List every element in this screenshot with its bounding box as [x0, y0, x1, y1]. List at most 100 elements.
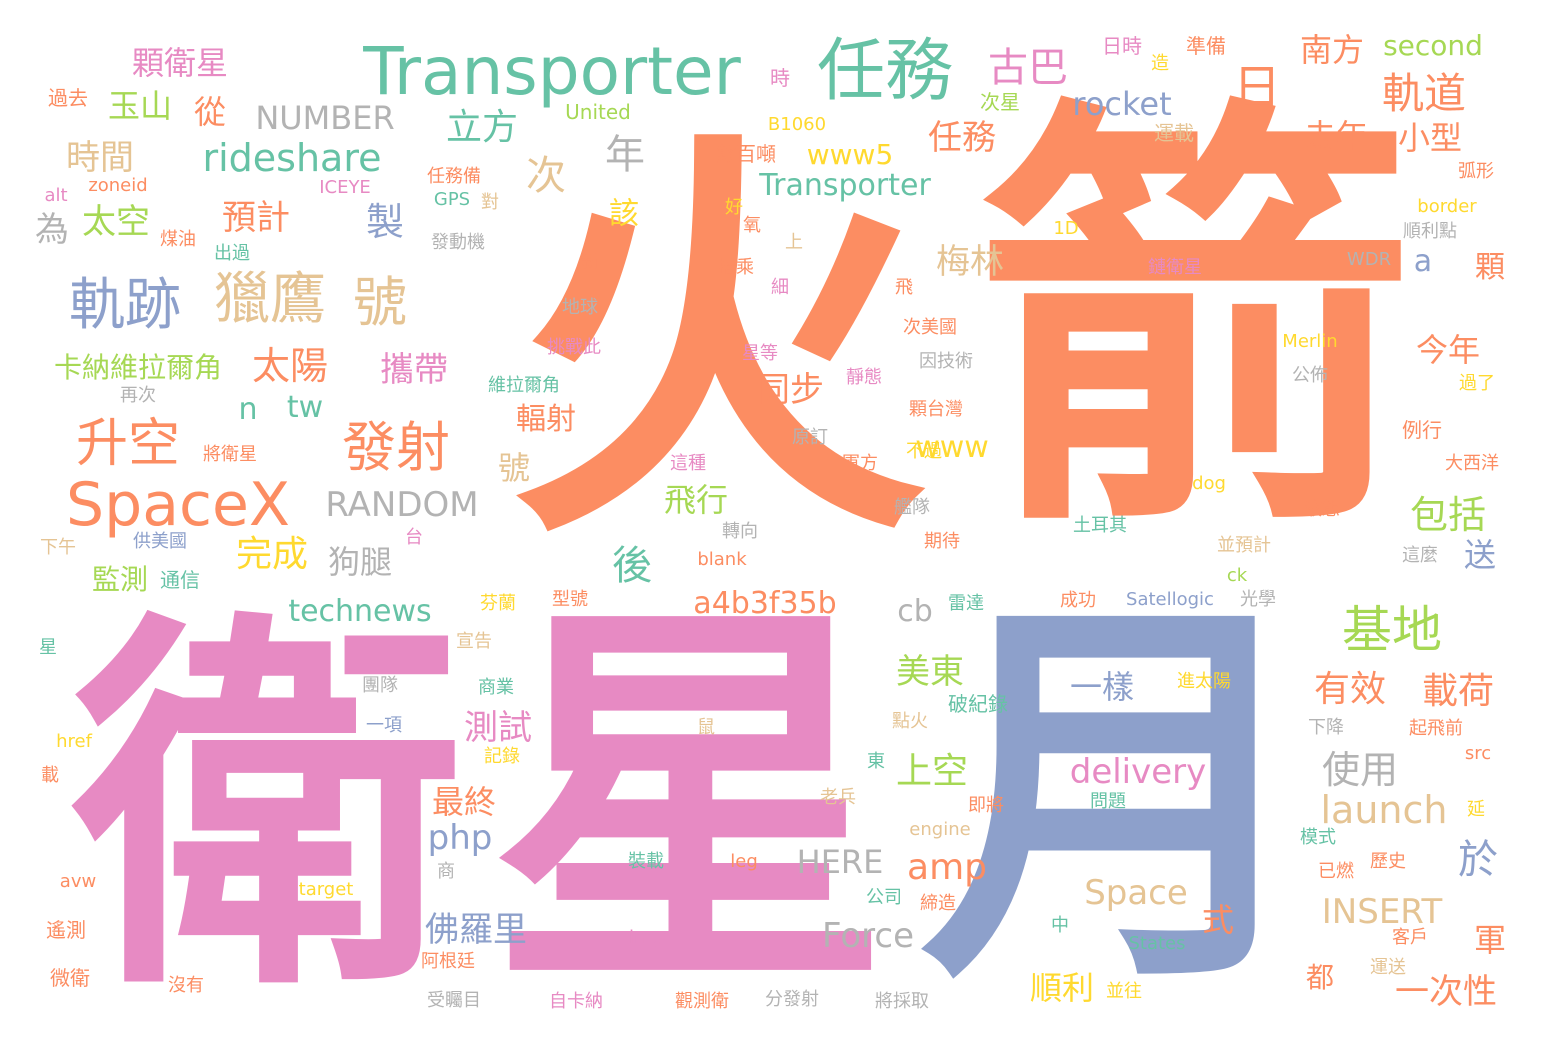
word-hao2: 號 — [497, 449, 531, 487]
word-gai: 該 — [603, 197, 638, 227]
word-shang: 上 — [785, 232, 803, 253]
word-transporter-big: Transporter — [363, 33, 741, 110]
word-lishi: 歷史 — [1370, 851, 1406, 872]
word-www: www — [915, 430, 989, 465]
word-fei: 飛 — [895, 277, 913, 298]
word-border: border — [1417, 196, 1477, 217]
word-feixing: 飛行 — [663, 481, 729, 519]
word-wancheng: 完成 — [235, 534, 309, 575]
word-ck: ck — [1226, 565, 1248, 586]
word-xing: 星 — [490, 572, 890, 1037]
word-jidi: 基地 — [1342, 601, 1442, 659]
word-space: Space — [1084, 873, 1188, 913]
word-hou: 後 — [612, 543, 652, 589]
word-tongbu: 同步 — [756, 370, 824, 410]
word-meiyou2: 沒有 — [168, 975, 204, 996]
word-song: 送 — [1463, 536, 1497, 574]
word-random: RANDOM — [325, 485, 479, 525]
word-delivery: delivery — [1069, 752, 1207, 792]
word-huo: 火 — [508, 100, 928, 589]
word-tuandui: 團隊 — [362, 675, 398, 696]
word-ceshi: 測試 — [464, 708, 532, 748]
word-b1060: B1060 — [767, 114, 827, 135]
word-yan: 延 — [1467, 799, 1485, 820]
word-merlin: Merlin — [1282, 331, 1338, 352]
word-kehu: 客戶 — [1392, 927, 1428, 948]
word-xiawu: 下午 — [40, 537, 76, 558]
word-renwu2: 任務 — [928, 118, 996, 158]
word-zhuangzai: 裝載 — [628, 851, 664, 872]
word-states: States — [1128, 933, 1186, 954]
word-leida: 雷達 — [948, 593, 984, 614]
word-agenting: 阿根廷 — [421, 951, 475, 972]
word-guangxue: 光學 — [1240, 589, 1276, 610]
word-zhong: 中 — [1051, 915, 1069, 936]
word-www5: www5 — [806, 138, 894, 171]
word-rishi: 日時 — [1102, 34, 1142, 58]
word-blank: blank — [697, 549, 747, 570]
word-renwubei: 任務備 — [427, 166, 481, 187]
word-yuanding: 原訂 — [792, 427, 828, 448]
word-yunzai: 運載 — [1154, 121, 1194, 145]
word-avw: avw — [59, 871, 97, 892]
word-fenfashe: 分發射 — [765, 989, 819, 1010]
word-yaoce: 遙測 — [46, 918, 86, 942]
word-wei: 衛 — [73, 583, 463, 1037]
word-xiedai: 攜帶 — [380, 350, 448, 390]
word-n: n — [238, 392, 258, 427]
word-guiji: 軌跡 — [69, 273, 181, 338]
word-jiance: 監測 — [91, 563, 149, 596]
word-ketaiwan: 顆台灣 — [909, 399, 963, 420]
word-fashe: 發射 — [342, 416, 450, 479]
word-united: United — [565, 100, 631, 124]
word-zhi: 製 — [365, 200, 405, 244]
word-yu: 於 — [1458, 837, 1498, 883]
word-lianweixing: 鏈衛星 — [1148, 257, 1202, 278]
word-yinjishu: 因技術 — [919, 351, 973, 372]
word-youxiao: 有效 — [1313, 669, 1387, 710]
word-rocket: rocket — [1072, 85, 1172, 123]
word-gongbu: 公佈 — [1292, 365, 1328, 386]
word-dajia: 搭乘 — [718, 257, 754, 278]
word-zoneid: zoneid — [88, 175, 148, 196]
word-launch: launch — [1320, 788, 1448, 832]
word-ci: 次 — [526, 153, 566, 199]
word-dizao: 締造 — [920, 893, 956, 914]
word-jingtai: 靜態 — [846, 367, 882, 388]
word-img: img — [629, 927, 663, 948]
word-tw: tw — [286, 390, 324, 425]
word-shi2: 時 — [770, 66, 790, 90]
word-qidai: 期待 — [924, 531, 960, 552]
word-zhuanxiang: 轉向 — [722, 521, 758, 542]
word-yiyang: 一樣 — [1069, 668, 1135, 706]
word-hao: 號 — [353, 271, 407, 334]
word-jinnian: 今年 — [1415, 331, 1481, 369]
word-lieying: 獵鷹 — [214, 267, 326, 332]
word-shi: 式 — [1201, 901, 1235, 939]
word-gps: GPS — [433, 189, 471, 210]
word-zuizhong: 最終 — [431, 783, 497, 821]
word-iceye: ICEYE — [319, 177, 371, 198]
word-zheme: 這麼 — [1402, 545, 1438, 566]
word-bingyuji: 並預計 — [1217, 535, 1271, 556]
word-daxiyang: 大西洋 — [1445, 453, 1499, 474]
word-guole: 過了 — [1459, 373, 1495, 394]
word-junfang: 軍方 — [842, 453, 878, 474]
word-leg: leg — [730, 851, 758, 872]
word-dui: 對 — [481, 192, 499, 213]
word-zaici: 再次 — [120, 385, 156, 406]
word-xing2: 星 — [39, 637, 57, 658]
word-oned: 1D — [1053, 218, 1079, 239]
word-hu: 弧形 — [1458, 161, 1494, 182]
word-meidong: 美東 — [896, 652, 964, 692]
word-yicixing: 一次性 — [1395, 972, 1497, 1012]
word-chenggong: 成功 — [1060, 590, 1096, 611]
word-meilin: 梅林 — [936, 242, 1004, 282]
word-xuangao: 宣告 — [456, 631, 492, 652]
word-qifeiqian: 起飛前 — [1409, 718, 1463, 739]
word-tuerqi: 土耳其 — [1073, 515, 1127, 536]
word-spacex: SpaceX — [66, 470, 290, 540]
word-dong: 東 — [867, 751, 885, 772]
word-yue: 月 — [920, 567, 1320, 1032]
